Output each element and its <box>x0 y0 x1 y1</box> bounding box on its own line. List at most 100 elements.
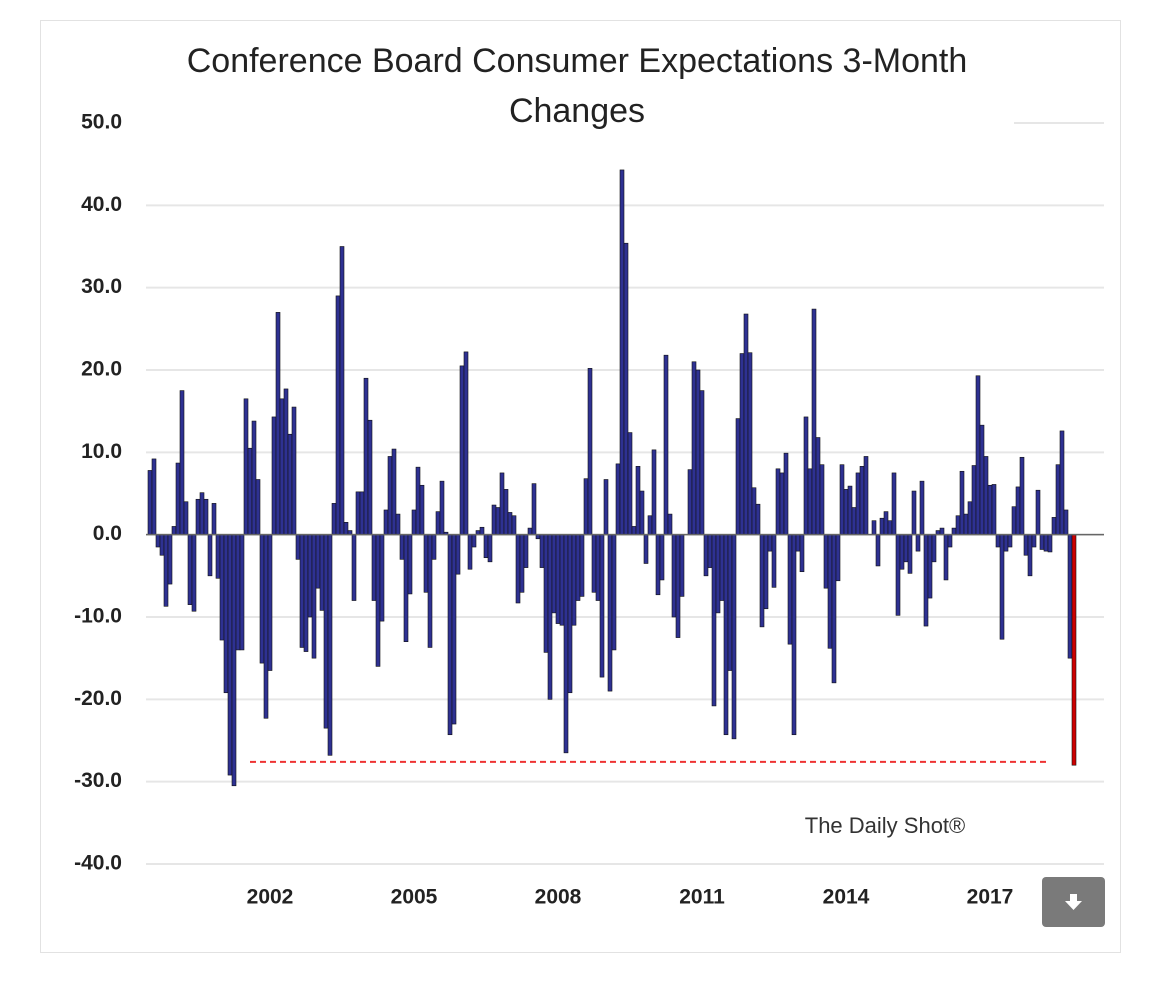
bar <box>571 534 577 626</box>
bar <box>243 398 249 535</box>
bar <box>819 464 825 535</box>
bar <box>331 503 337 535</box>
bar <box>843 489 849 535</box>
bar <box>459 365 465 535</box>
bar <box>499 472 505 535</box>
bar <box>247 447 253 535</box>
bar <box>407 534 413 595</box>
bar <box>187 534 193 605</box>
bar <box>663 354 669 535</box>
bar <box>219 534 225 641</box>
bar <box>1043 534 1049 552</box>
bar <box>159 534 165 556</box>
bar <box>435 511 441 535</box>
download-button[interactable] <box>1042 877 1105 927</box>
x-tick-label: 2008 <box>535 886 582 909</box>
bar <box>679 534 685 597</box>
bar <box>795 534 801 552</box>
bar <box>235 534 241 651</box>
bar <box>911 490 917 535</box>
bar <box>879 517 885 535</box>
bar <box>803 416 809 535</box>
bar <box>787 534 793 645</box>
bar <box>931 534 937 563</box>
bar <box>855 472 861 535</box>
bar <box>771 534 777 588</box>
bar <box>847 485 853 535</box>
bar <box>255 479 261 535</box>
bar <box>239 534 245 651</box>
bar <box>227 534 233 776</box>
bar <box>1027 534 1033 577</box>
bar <box>635 466 641 535</box>
bar <box>903 534 909 563</box>
bar <box>983 456 989 535</box>
bar <box>687 469 693 535</box>
bar <box>147 470 153 535</box>
bar <box>891 472 897 535</box>
bar <box>579 534 585 597</box>
bar <box>835 534 841 582</box>
bar <box>339 246 345 535</box>
bar <box>755 503 761 535</box>
bar <box>967 501 973 535</box>
bar <box>1051 517 1057 535</box>
bar <box>627 432 633 535</box>
bar <box>999 534 1005 640</box>
bar <box>503 489 509 535</box>
chart-title: Conference Board Consumer Expectations 3… <box>140 36 1014 136</box>
bar <box>591 534 597 593</box>
bar <box>335 295 341 535</box>
bar <box>323 534 329 729</box>
bar <box>551 534 557 614</box>
bar <box>895 534 901 616</box>
bar <box>307 534 313 618</box>
bar <box>279 398 285 535</box>
bar <box>1003 534 1009 552</box>
bar <box>355 491 361 535</box>
bar <box>507 512 513 535</box>
bar <box>555 534 561 624</box>
bar <box>1055 464 1061 535</box>
bar <box>291 406 297 535</box>
y-tick-label: 0.0 <box>93 522 122 545</box>
bar <box>567 534 573 694</box>
bar <box>923 534 929 627</box>
bar <box>623 242 629 535</box>
bar <box>647 515 653 535</box>
bar <box>183 501 189 535</box>
bar <box>527 527 533 535</box>
bar <box>947 534 953 548</box>
bar <box>1071 534 1077 766</box>
bar <box>207 534 213 577</box>
bar <box>851 507 857 535</box>
bar <box>1063 509 1069 535</box>
bar <box>607 534 613 692</box>
bar <box>991 484 997 535</box>
bar <box>199 492 205 535</box>
y-tick-label: -20.0 <box>74 687 122 710</box>
bar <box>747 352 753 535</box>
bar <box>719 534 725 601</box>
bar <box>371 534 377 601</box>
bar <box>359 491 365 535</box>
bar <box>319 534 325 611</box>
bar <box>979 424 985 535</box>
bar <box>915 534 921 552</box>
bar <box>951 527 957 535</box>
bar <box>379 534 385 622</box>
bar <box>467 534 473 570</box>
bar <box>831 534 837 684</box>
bar <box>575 534 581 601</box>
bar <box>651 449 657 535</box>
bar <box>423 534 429 593</box>
bar <box>259 534 265 664</box>
bar <box>759 534 765 628</box>
download-icon <box>1065 894 1082 910</box>
bar <box>395 513 401 535</box>
bar <box>311 534 317 659</box>
bar <box>971 465 977 535</box>
bar <box>655 534 661 596</box>
